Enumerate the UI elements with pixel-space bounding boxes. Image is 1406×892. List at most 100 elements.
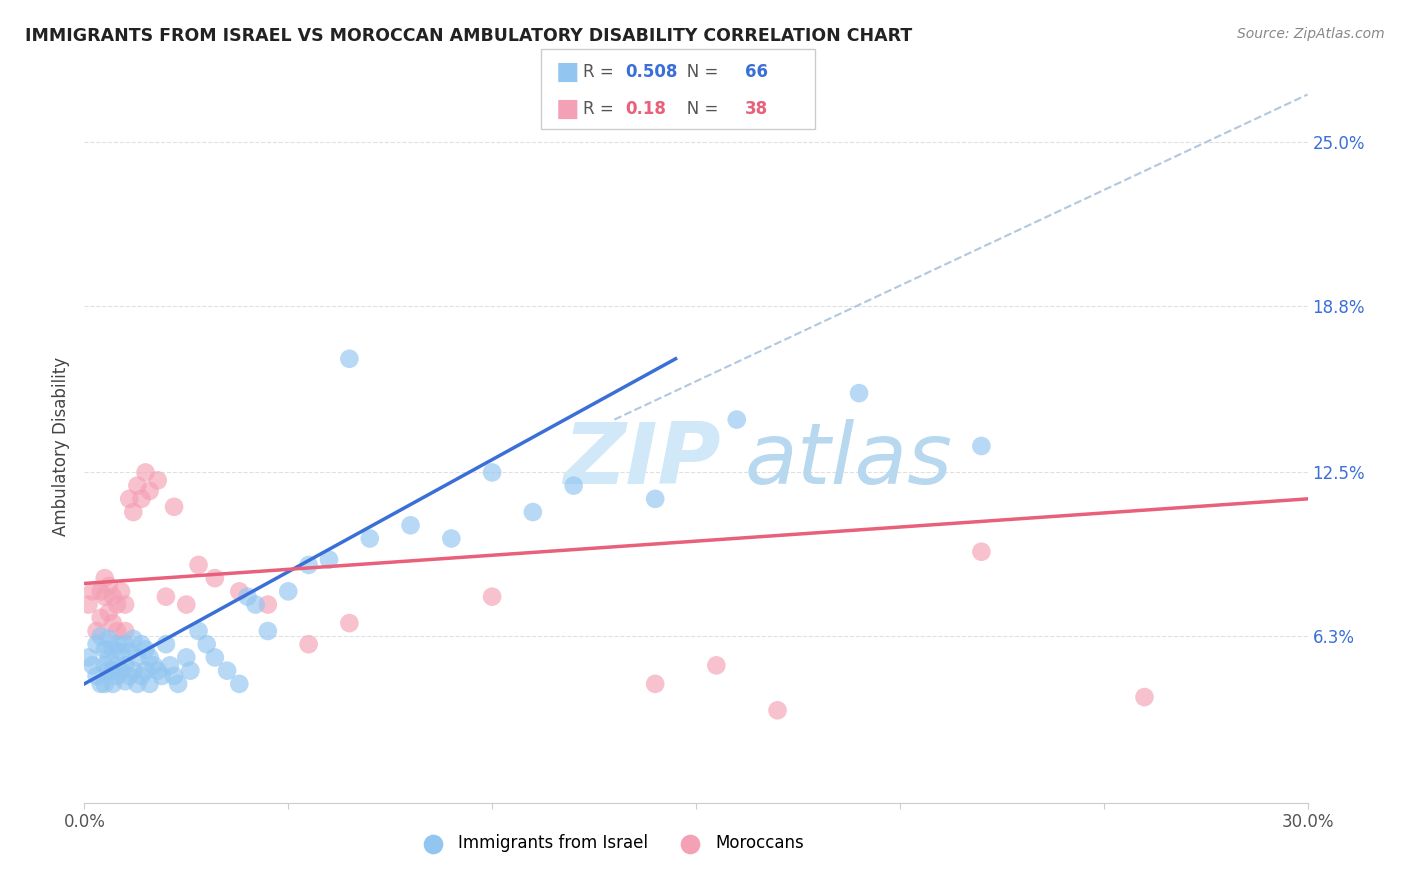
- Point: [105, 669, 128, 683]
- Legend: Immigrants from Israel, Moroccans: Immigrants from Israel, Moroccans: [411, 828, 810, 859]
- Point: [122, 505, 145, 519]
- Point: [155, 590, 177, 604]
- Point: [298, 637, 321, 651]
- Point: [187, 558, 209, 572]
- Point: [204, 571, 226, 585]
- Point: [105, 598, 128, 612]
- Point: [228, 677, 250, 691]
- Point: [187, 624, 209, 638]
- Text: N =: N =: [671, 62, 723, 80]
- Point: [298, 558, 321, 572]
- Point: [118, 645, 141, 659]
- Point: [970, 439, 993, 453]
- Point: [93, 658, 115, 673]
- Point: [318, 552, 340, 566]
- Point: [766, 703, 789, 717]
- Point: [146, 474, 169, 488]
- Point: [114, 674, 136, 689]
- Text: R =: R =: [583, 62, 620, 80]
- Point: [204, 650, 226, 665]
- Point: [127, 650, 149, 665]
- Point: [150, 669, 173, 683]
- Point: [110, 664, 132, 678]
- Point: [339, 616, 361, 631]
- Point: [138, 677, 160, 691]
- Point: [359, 532, 381, 546]
- Point: [257, 624, 280, 638]
- Point: [90, 611, 112, 625]
- Point: [122, 632, 145, 646]
- Point: [970, 545, 993, 559]
- Point: [1133, 690, 1156, 704]
- Text: R =: R =: [583, 100, 620, 119]
- Point: [644, 491, 666, 506]
- Point: [93, 571, 115, 585]
- Point: [163, 669, 186, 683]
- Y-axis label: Ambulatory Disability: Ambulatory Disability: [52, 357, 70, 535]
- Point: [101, 677, 124, 691]
- Text: IMMIGRANTS FROM ISRAEL VS MOROCCAN AMBULATORY DISABILITY CORRELATION CHART: IMMIGRANTS FROM ISRAEL VS MOROCCAN AMBUL…: [25, 27, 912, 45]
- Point: [725, 412, 748, 426]
- Point: [127, 478, 149, 492]
- Point: [481, 466, 503, 480]
- Point: [174, 650, 197, 665]
- Point: [135, 642, 157, 657]
- Text: 66: 66: [745, 62, 768, 80]
- Point: [277, 584, 299, 599]
- Point: [97, 664, 120, 678]
- Point: [142, 658, 165, 673]
- Text: atlas: atlas: [745, 418, 953, 502]
- Point: [114, 658, 136, 673]
- Point: [135, 664, 157, 678]
- Point: [77, 650, 100, 665]
- Point: [122, 664, 145, 678]
- Point: [131, 491, 153, 506]
- Point: [339, 351, 361, 366]
- Point: [101, 616, 124, 631]
- Text: ■: ■: [555, 97, 579, 121]
- Point: [90, 629, 112, 643]
- Point: [101, 664, 124, 678]
- Point: [93, 590, 115, 604]
- Point: [101, 590, 124, 604]
- Point: [86, 637, 108, 651]
- Point: [118, 491, 141, 506]
- Text: 0.18: 0.18: [626, 100, 666, 119]
- Point: [257, 598, 280, 612]
- Point: [114, 598, 136, 612]
- Point: [195, 637, 218, 651]
- Point: [82, 658, 104, 673]
- Point: [86, 624, 108, 638]
- Point: [118, 669, 141, 683]
- Text: 0.508: 0.508: [626, 62, 678, 80]
- Point: [97, 650, 120, 665]
- Point: [522, 505, 544, 519]
- Point: [114, 637, 136, 651]
- Point: [159, 658, 181, 673]
- Point: [167, 677, 190, 691]
- Point: [77, 598, 100, 612]
- Point: [110, 645, 132, 659]
- Point: [90, 677, 112, 691]
- Point: [105, 658, 128, 673]
- Point: [440, 532, 463, 546]
- Point: [97, 632, 120, 646]
- Point: [228, 584, 250, 599]
- Text: 38: 38: [745, 100, 768, 119]
- Point: [562, 478, 585, 492]
- Text: N =: N =: [671, 100, 723, 119]
- Point: [105, 624, 128, 638]
- Point: [114, 624, 136, 638]
- Point: [105, 637, 128, 651]
- Point: [82, 584, 104, 599]
- Point: [245, 598, 267, 612]
- Text: ZIP: ZIP: [562, 418, 720, 502]
- Point: [481, 590, 503, 604]
- Point: [848, 386, 870, 401]
- Point: [644, 677, 666, 691]
- Point: [93, 642, 115, 657]
- Text: Source: ZipAtlas.com: Source: ZipAtlas.com: [1237, 27, 1385, 41]
- Point: [174, 598, 197, 612]
- Point: [131, 637, 153, 651]
- Point: [138, 650, 160, 665]
